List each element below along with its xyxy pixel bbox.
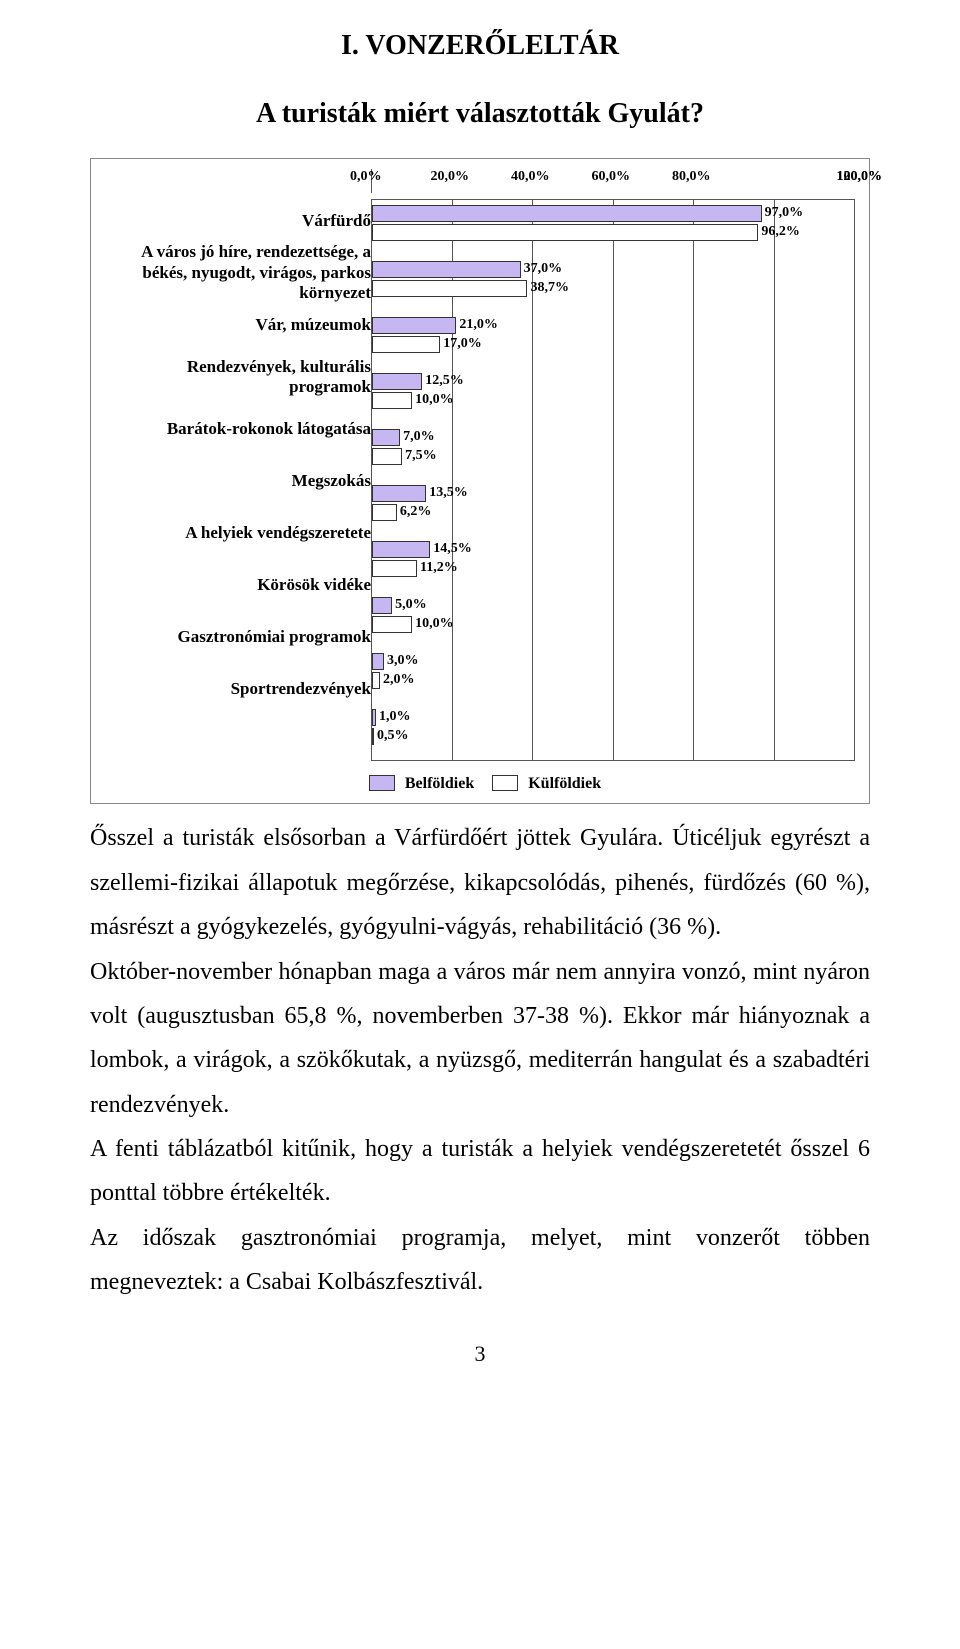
category-label: Rendezvények, kulturális programok [101, 355, 371, 407]
category-bars: 14,5% 11,2% [372, 536, 854, 592]
category-bars: 21,0% 17,0% [372, 312, 854, 368]
plot-column: 0,0%20,0%40,0%60,0%80,0%100,0%120,0% 97,… [371, 169, 855, 761]
bar-belfoldiek: 1,0% [372, 709, 376, 726]
bar-chart: VárfürdőA város jó híre, rendezettsége, … [90, 158, 870, 804]
x-axis: 0,0%20,0%40,0%60,0%80,0%100,0%120,0% [371, 169, 855, 193]
bar-belfoldiek: 13,5% [372, 485, 426, 502]
bar-value-label: 2,0% [383, 672, 415, 688]
bar-value-label: 11,2% [420, 560, 458, 576]
x-tick-label: 0,0% [350, 169, 382, 185]
bar-belfoldiek: 3,0% [372, 653, 384, 670]
bar-value-label: 97,0% [765, 205, 804, 221]
bar-belfoldiek: 21,0% [372, 317, 456, 334]
category-bars: 37,0% 38,7% [372, 256, 854, 312]
axis-spacer [101, 169, 371, 199]
bar-value-label: 1,0% [379, 709, 411, 725]
page-title: I. VONZERŐLELTÁR [90, 30, 870, 62]
paragraph: Ősszel a turisták elsősorban a Várfürdőé… [90, 816, 870, 949]
x-tick-label: 40,0% [511, 169, 550, 185]
category-label: Vár, múzeumok [101, 303, 371, 355]
page-number: 3 [90, 1341, 870, 1367]
x-tick-label: 80,0% [672, 169, 711, 185]
bar-value-label: 10,0% [415, 392, 454, 408]
bar-value-label: 96,2% [761, 224, 800, 240]
bar-value-label: 5,0% [395, 597, 427, 613]
bar-kulfoldiek: 6,2% [372, 504, 397, 521]
bar-value-label: 3,0% [387, 653, 419, 669]
x-tick-label: 60,0% [592, 169, 631, 185]
legend-swatch-kulfoldiek [492, 775, 518, 791]
body-text: Ősszel a turisták elsősorban a Várfürdőé… [90, 816, 870, 1304]
bar-kulfoldiek: 10,0% [372, 616, 412, 633]
chart-title: A turisták miért választották Gyulát? [90, 98, 870, 130]
category-label: Körösök vidéke [101, 563, 371, 615]
category-bars: 97,0% 96,2% [372, 200, 854, 256]
page: I. VONZERŐLELTÁR A turisták miért válasz… [0, 0, 960, 1417]
bar-belfoldiek: 14,5% [372, 541, 430, 558]
bar-kulfoldiek: 38,7% [372, 280, 527, 297]
bar-value-label: 7,0% [403, 429, 435, 445]
bar-belfoldiek: 97,0% [372, 205, 762, 222]
bar-value-label: 38,7% [530, 280, 569, 296]
bar-belfoldiek: 7,0% [372, 429, 400, 446]
bar-value-label: 21,0% [459, 317, 498, 333]
bar-belfoldiek: 12,5% [372, 373, 422, 390]
bar-kulfoldiek: 2,0% [372, 672, 380, 689]
bar-belfoldiek: 37,0% [372, 261, 521, 278]
chart-row: VárfürdőA város jó híre, rendezettsége, … [101, 169, 855, 761]
category-label: A helyiek vendégszeretete [101, 511, 371, 563]
plot-area: 97,0% 96,2% 37,0% 38,7% 21,0% 17,0% 12,5% 10,0%… [371, 199, 855, 761]
category-bars: 1,0%0,5% [372, 704, 854, 760]
category-label: Barátok-rokonok látogatása [101, 407, 371, 459]
legend-label-belfoldiek: Belföldiek [405, 775, 474, 792]
legend: Belföldiek Külföldiek [101, 775, 855, 793]
category-label: Gasztronómiai programok [101, 615, 371, 667]
bar-value-label: 6,2% [400, 504, 432, 520]
bar-kulfoldiek: 7,5% [372, 448, 402, 465]
x-tick-label: 20,0% [431, 169, 470, 185]
bar-value-label: 10,0% [415, 616, 454, 632]
paragraph: Október-november hónapban maga a város m… [90, 950, 870, 1128]
paragraph: A fenti táblázatból kitűnik, hogy a turi… [90, 1127, 870, 1216]
category-bars: 7,0%7,5% [372, 424, 854, 480]
bar-value-label: 7,5% [405, 448, 437, 464]
category-bars: 12,5% 10,0% [372, 368, 854, 424]
x-tick-label: 120,0% [837, 169, 883, 185]
bar-kulfoldiek: 11,2% [372, 560, 417, 577]
bar-kulfoldiek: 10,0% [372, 392, 412, 409]
bar-value-label: 13,5% [429, 485, 468, 501]
bar-kulfoldiek: 17,0% [372, 336, 440, 353]
category-label: A város jó híre, rendezettsége, a békés,… [101, 251, 371, 303]
paragraph: Az időszak gasztronómiai programja, mely… [90, 1216, 870, 1305]
bar-value-label: 14,5% [433, 541, 472, 557]
bar-value-label: 37,0% [524, 261, 563, 277]
category-bars: 5,0% 10,0% [372, 592, 854, 648]
bar-kulfoldiek: 96,2% [372, 224, 758, 241]
bar-value-label: 17,0% [443, 336, 482, 352]
bar-value-label: 12,5% [425, 373, 464, 389]
bar-kulfoldiek: 0,5% [372, 728, 374, 745]
bar-value-label: 0,5% [377, 728, 409, 744]
legend-swatch-belfoldiek [369, 775, 395, 791]
legend-label-kulfoldiek: Külföldiek [528, 775, 601, 792]
bar-belfoldiek: 5,0% [372, 597, 392, 614]
category-label: Sportrendezvények [101, 667, 371, 719]
category-label: Megszokás [101, 459, 371, 511]
category-bars: 3,0% 2,0% [372, 648, 854, 704]
category-labels-column: VárfürdőA város jó híre, rendezettsége, … [101, 169, 371, 761]
category-bars: 13,5% 6,2% [372, 480, 854, 536]
